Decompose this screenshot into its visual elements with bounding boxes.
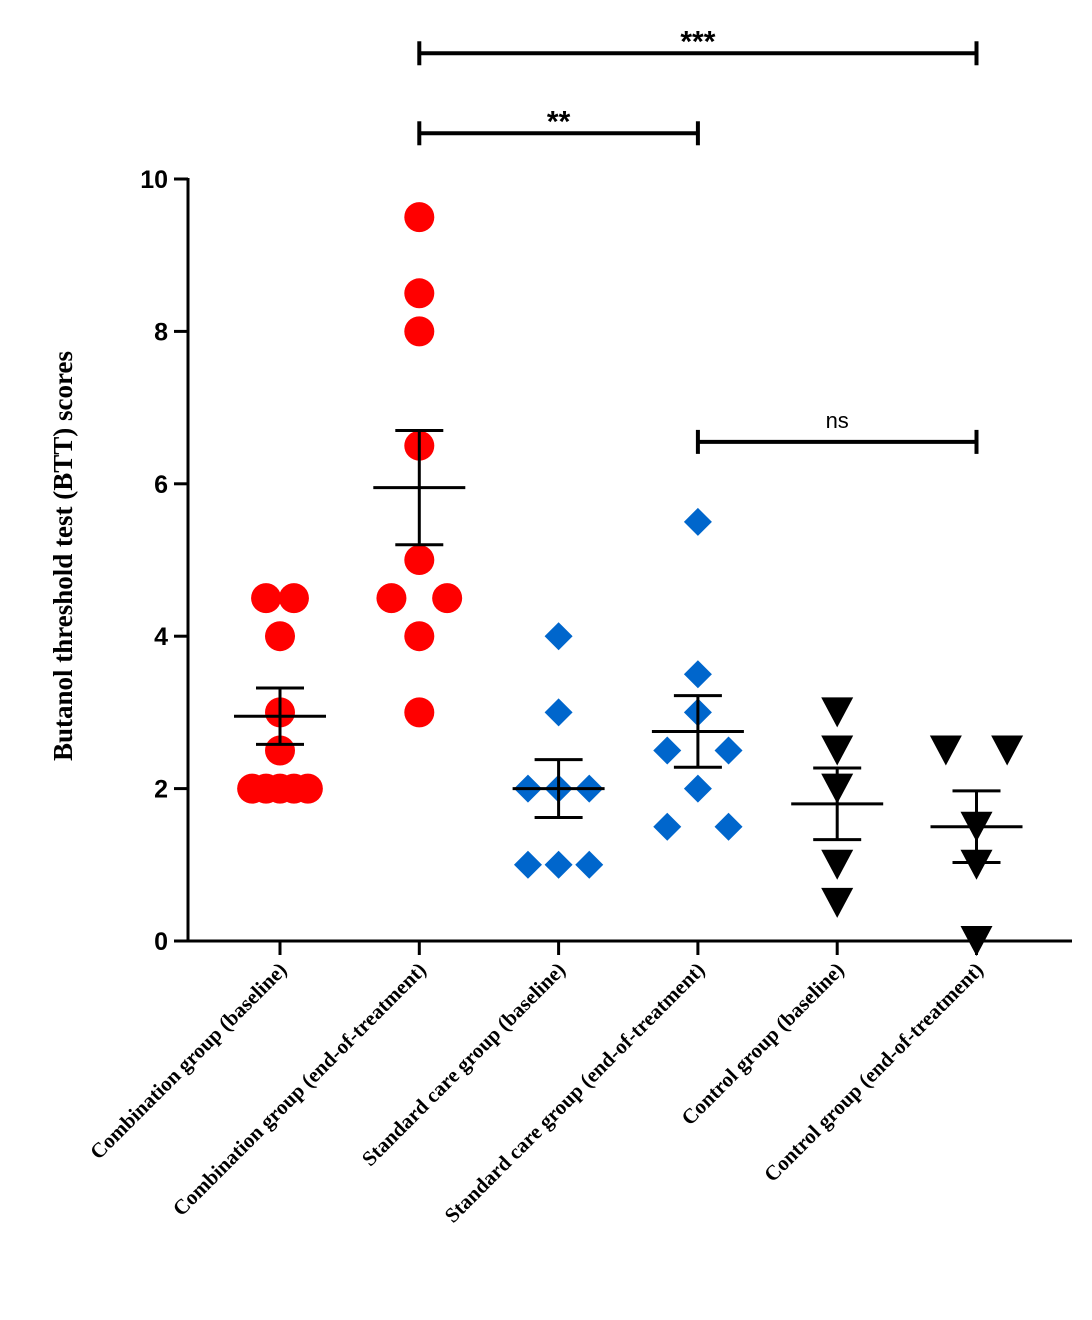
axes	[186, 178, 1072, 943]
x-tick-label: Control group (end-of-treatment)	[759, 958, 988, 1187]
significance-label: **	[547, 105, 571, 138]
data-point-circle	[404, 278, 435, 309]
x-axis-ticks: Combination group (baseline)Combination …	[85, 941, 988, 1227]
y-axis-ticks: 0 2 4 6 8 10	[140, 166, 188, 956]
data-points	[237, 202, 1024, 956]
data-point-triangle	[960, 926, 993, 956]
data-point-diamond	[714, 736, 743, 765]
data-point-diamond	[575, 850, 604, 879]
data-point-circle	[278, 583, 309, 614]
significance-brackets: *****ns	[417, 25, 979, 454]
data-point-circle	[251, 583, 282, 614]
data-point-triangle	[821, 697, 854, 728]
significance-label: ***	[680, 25, 715, 58]
data-point-circle	[404, 545, 435, 575]
data-point-triangle	[960, 849, 993, 880]
data-point-circle	[376, 583, 407, 614]
data-point-diamond	[714, 812, 743, 841]
data-point-circle	[265, 621, 295, 652]
data-point-triangle	[821, 887, 854, 918]
y-tick-label: 6	[154, 471, 168, 499]
data-point-diamond	[683, 507, 712, 536]
data-point-triangle	[821, 735, 854, 766]
data-point-circle	[404, 316, 435, 347]
y-tick-label: 4	[154, 623, 168, 651]
y-tick-label: 8	[154, 318, 168, 346]
y-tick-label: 10	[140, 166, 168, 194]
data-point-diamond	[544, 698, 573, 727]
data-point-diamond	[653, 812, 682, 841]
data-point-triangle	[991, 735, 1024, 766]
data-point-circle	[404, 202, 435, 233]
data-point-triangle	[821, 849, 854, 880]
data-point-circle	[292, 773, 323, 804]
y-axis-label: Butanol threshold test (BTT) scores	[48, 351, 78, 761]
data-point-diamond	[683, 660, 712, 689]
x-tick-label: Combination group (end-of-treatment)	[168, 958, 431, 1221]
significance-label: ns	[826, 408, 849, 433]
data-point-triangle	[929, 735, 962, 766]
data-point-diamond	[653, 736, 682, 765]
x-tick-label: Control group (baseline)	[676, 958, 848, 1130]
mean-sem-bars	[234, 428, 1023, 865]
data-point-diamond	[544, 622, 573, 651]
data-point-circle	[404, 621, 435, 652]
data-point-diamond	[544, 850, 573, 879]
y-tick-label: 2	[154, 776, 168, 804]
y-tick-label: 0	[154, 928, 168, 956]
x-tick-label: Standard care group (end-of-treatment)	[440, 958, 710, 1228]
data-point-circle	[404, 697, 435, 728]
data-point-diamond	[513, 850, 542, 879]
data-point-diamond	[683, 774, 712, 803]
data-point-circle	[432, 583, 463, 614]
